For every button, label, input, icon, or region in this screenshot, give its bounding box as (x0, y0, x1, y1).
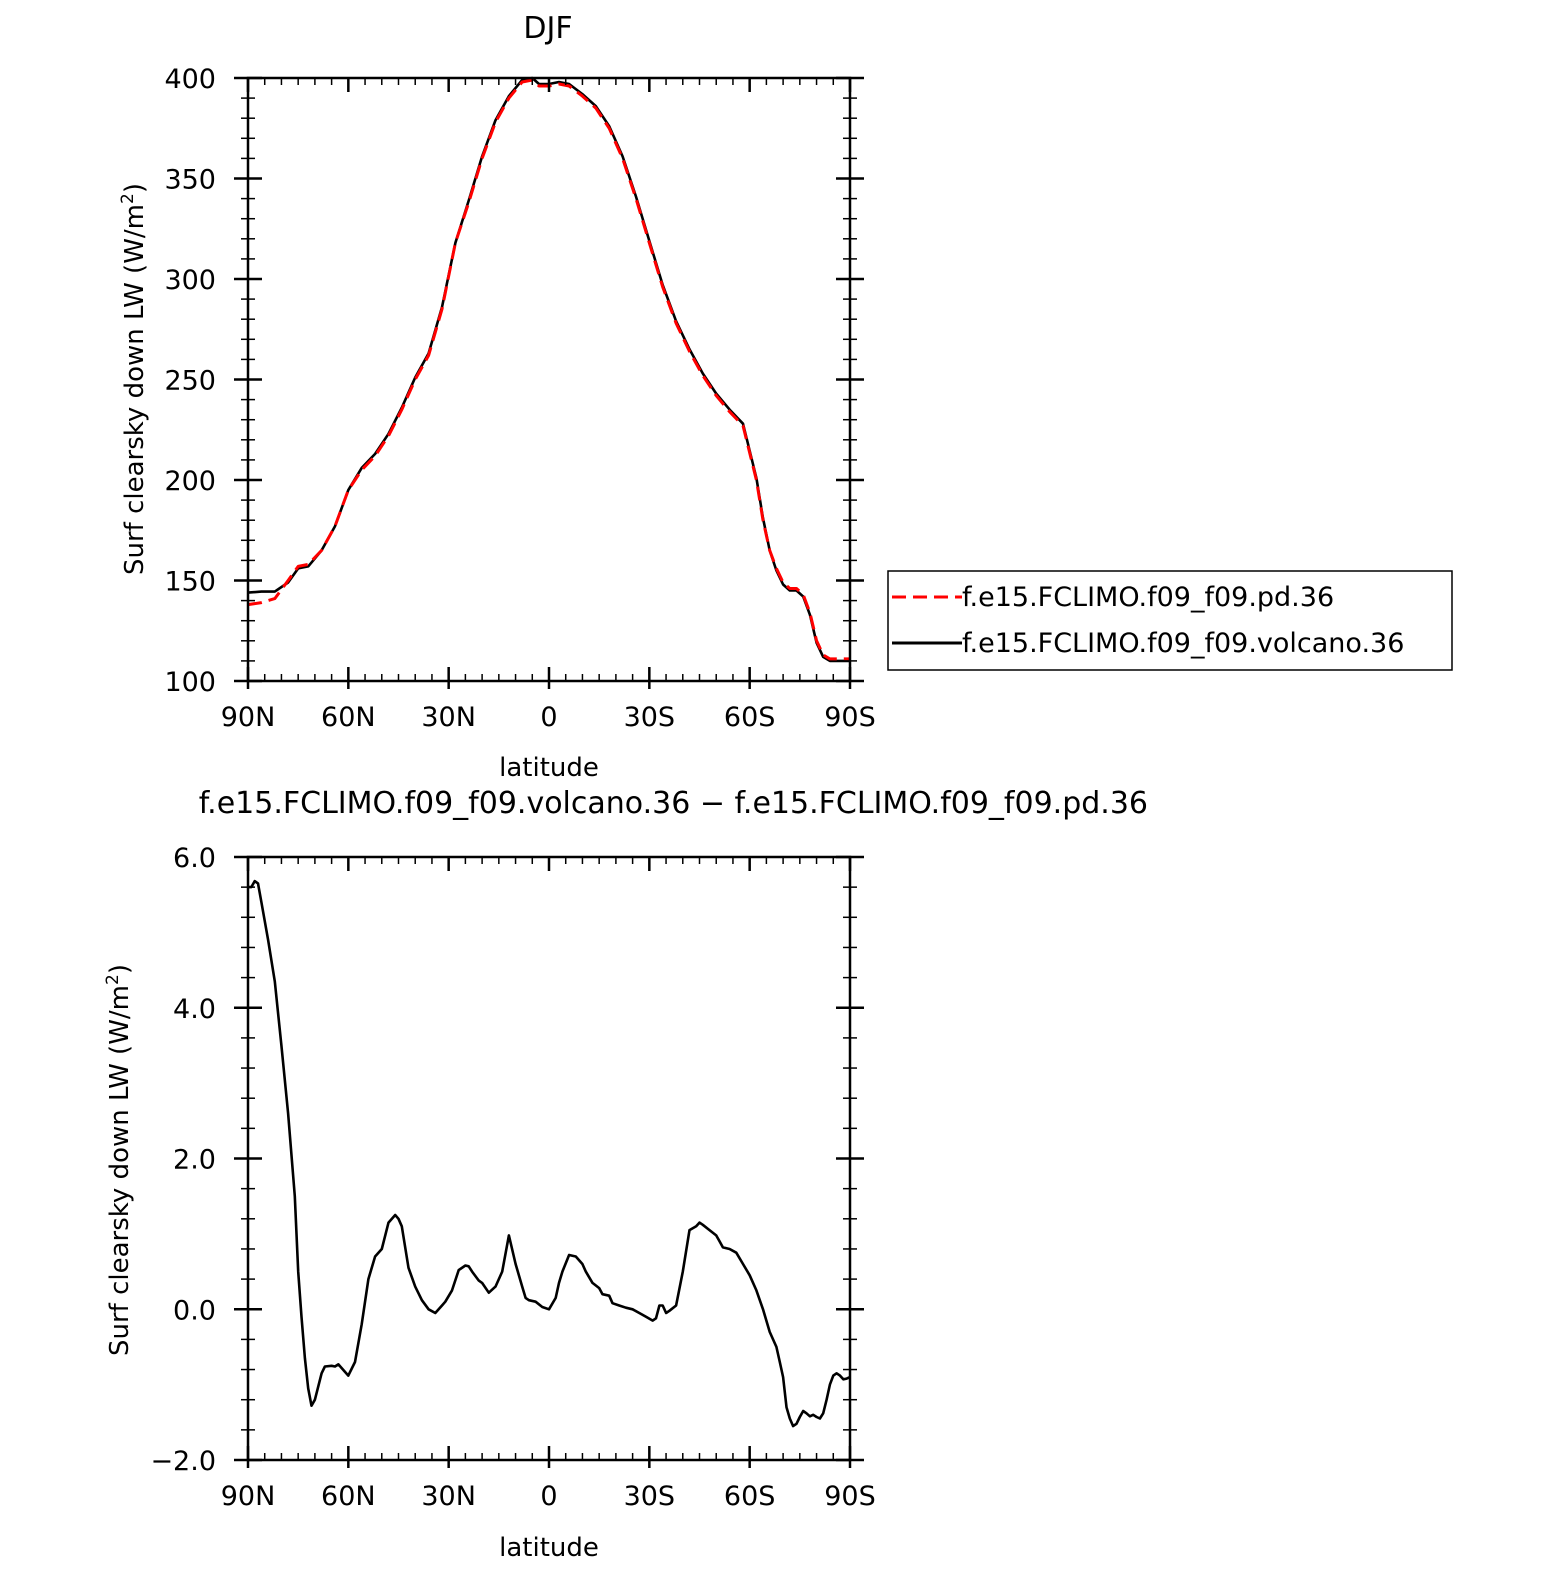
x-tick-label: 30N (421, 1481, 476, 1512)
legend: f.e15.FCLIMO.f09_f09.pd.36 f.e15.FCLIMO.… (887, 570, 1453, 671)
x-tick-label: 30N (421, 702, 476, 733)
y-tick-label: −2.0 (150, 1446, 216, 1477)
y-tick-label: 200 (164, 466, 216, 497)
x-tick-label: 30S (624, 702, 676, 733)
top-panel: DJF 90N 60N 30N 0 30S 60S 90S 100 150 200 250 300 35… (118, 11, 1453, 783)
legend-label-pd: f.e15.FCLIMO.f09_f09.pd.36 (962, 582, 1334, 613)
y-tick-label: 0.0 (173, 1295, 216, 1326)
series-line-1 (247, 76, 850, 663)
y-tick-label: 2.0 (173, 1145, 216, 1176)
top-y-axis-label: Surf clearsky down LW (W/m2) (118, 183, 150, 575)
y-tick-label: 100 (164, 667, 216, 698)
x-tick-label: 90N (221, 1481, 276, 1512)
y-tick-label: 350 (164, 165, 216, 196)
legend-label-volcano: f.e15.FCLIMO.f09_f09.volcano.36 (962, 628, 1404, 659)
bottom-x-axis-label: latitude (499, 1533, 599, 1563)
x-tick-label: 60S (724, 1481, 776, 1512)
series-line-0 (247, 78, 850, 661)
x-tick-label: 60N (321, 1481, 376, 1512)
y-tick-label: 4.0 (173, 994, 216, 1025)
y-tick-label: 150 (164, 567, 216, 598)
x-tick-label: 90S (824, 702, 876, 733)
x-tick-label: 0 (540, 702, 557, 733)
x-tick-label: 90S (824, 1481, 876, 1512)
x-tick-label: 60S (724, 702, 776, 733)
x-tick-label: 90N (221, 702, 276, 733)
bottom-y-axis-label: Surf clearsky down LW (W/m2) (103, 964, 135, 1356)
x-tick-label: 60N (321, 702, 376, 733)
legend-box (887, 570, 1453, 671)
top-chart-title: DJF (523, 11, 572, 46)
y-tick-label: 6.0 (173, 843, 216, 874)
x-tick-label: 30S (624, 1481, 676, 1512)
y-tick-label: 250 (164, 366, 216, 397)
bottom-plot-frame (246, 855, 852, 1462)
y-tick-label: 300 (164, 265, 216, 296)
x-tick-label: 0 (540, 1481, 557, 1512)
top-plot-frame (246, 76, 852, 683)
bottom-chart-title: f.e15.FCLIMO.f09_f09.volcano.36 − f.e15.… (199, 786, 1148, 821)
y-tick-label: 400 (164, 64, 216, 95)
series-line-0 (248, 879, 851, 1428)
top-x-axis-label: latitude (499, 753, 599, 783)
bottom-panel: f.e15.FCLIMO.f09_f09.volcano.36 − f.e15.… (103, 786, 1148, 1563)
